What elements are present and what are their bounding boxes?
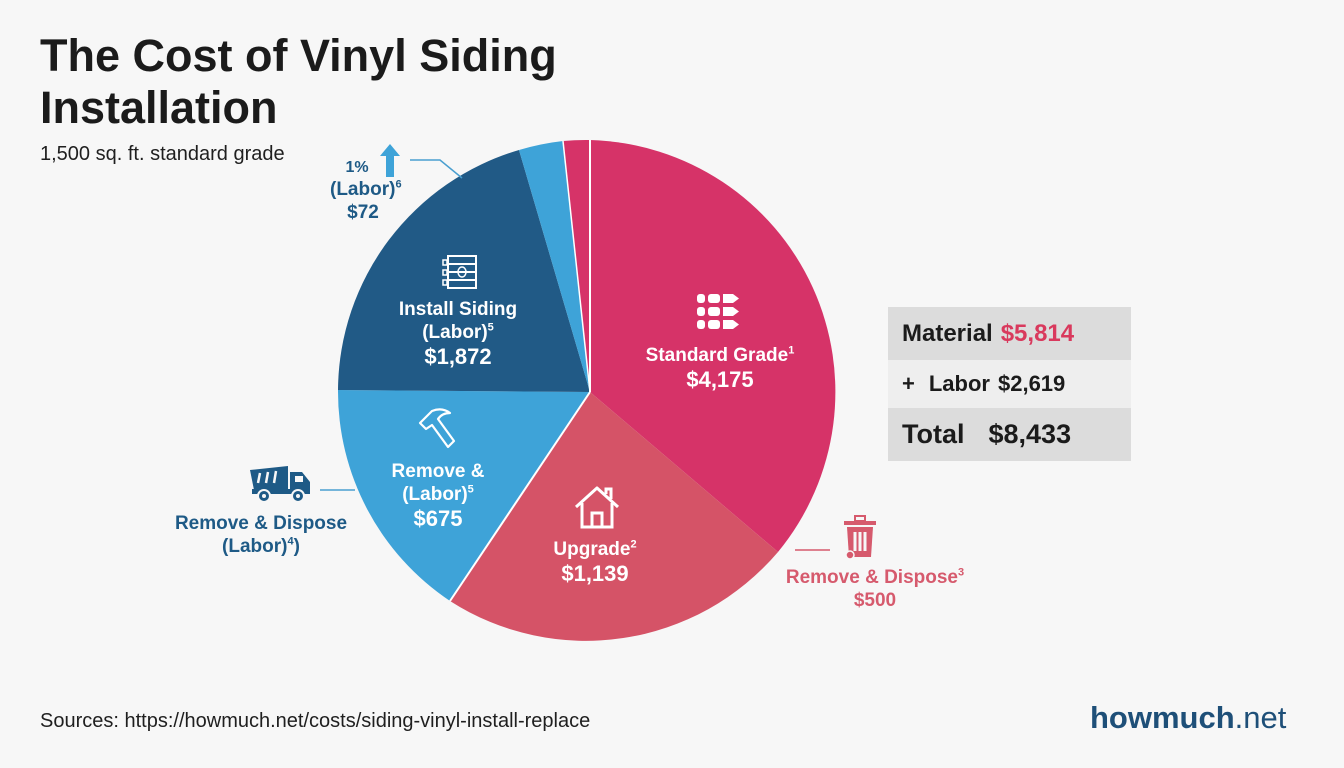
page-subtitle: 1,500 sq. ft. standard grade (40, 143, 285, 165)
summary-material-row: Material $5,814 (888, 307, 1131, 360)
slice-remove-labor (337, 390, 590, 601)
house-icon (574, 486, 620, 529)
slice-misc-labor (519, 141, 590, 392)
brand-logo[interactable]: howmuch.net (1090, 700, 1287, 735)
labor-total: $2,619 (997, 371, 1066, 396)
up-arrow-icon (380, 144, 400, 177)
label-standard-grade: Standard Grade1 $4,175 (645, 344, 795, 393)
label-remove-labor: Remove & (Labor)5 $675 (391, 461, 485, 532)
label-install-siding: Install Siding (Labor)5 $1,872 (398, 299, 518, 370)
slice-standard-grade (590, 140, 836, 552)
summary-labor-row: + Labor $2,619 (888, 360, 1131, 408)
slice-upgrade (450, 392, 778, 641)
sources-link[interactable]: Sources: https://howmuch.net/costs/sidin… (40, 710, 591, 732)
page-title: The Cost of Vinyl Siding Installation (40, 30, 557, 133)
material-total: $5,814 (1000, 319, 1075, 347)
grand-total: $8,433 (988, 419, 1072, 449)
siding-panels-icon (697, 294, 739, 329)
hammer-icon (418, 408, 456, 449)
label-remove-dispose-material: Remove & Dispose3 $500 (785, 566, 965, 612)
cost-summary: Material $5,814 + Labor $2,619 Total $8,… (888, 307, 1131, 461)
trash-can-icon (844, 515, 876, 560)
dump-truck-icon (250, 466, 310, 503)
summary-total-row: Total $8,433 (888, 408, 1131, 461)
siding-install-icon (442, 255, 477, 289)
label-misc-labor: 1% (Labor)6 $72 (330, 159, 402, 223)
label-remove-dispose-labor: Remove & Dispose (Labor)4) (174, 513, 348, 558)
label-upgrade: Upgrade2 $1,139 (553, 538, 637, 587)
